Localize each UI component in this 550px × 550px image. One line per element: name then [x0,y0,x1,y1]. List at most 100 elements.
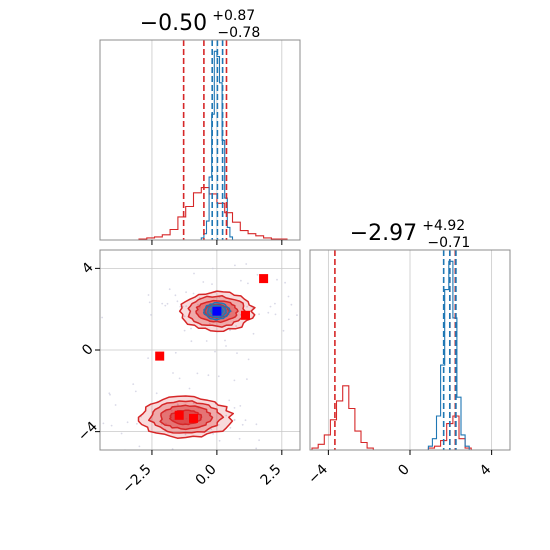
sample-point [214,350,216,353]
plot-area [78,263,298,462]
sample-point [196,372,199,375]
sample-point [218,439,221,442]
sample-point [247,358,250,361]
sample-point [236,352,238,354]
sample-point [78,415,80,417]
x-tick-label: −2.5 [119,462,154,497]
sample-point [212,432,215,435]
sample-point [147,357,150,359]
sample-point [274,313,277,316]
sample-point [174,351,177,354]
sample-point [240,279,242,282]
grid [100,250,300,450]
marker-square [155,351,165,361]
sample-point [255,423,258,426]
sample-point [229,329,231,332]
sample-point [148,301,151,304]
sample-point [134,390,137,393]
x-ticks [151,240,283,245]
sample-point [183,315,186,318]
sample-point [161,302,164,305]
y-tick-label: −4 [75,419,101,445]
sample-point [255,447,258,450]
sample-point [267,311,270,314]
sample-point [287,295,290,298]
sample-point [287,318,290,321]
sample-point [198,306,201,309]
sample-point [126,421,129,424]
sample-point [202,281,205,283]
sample-point [120,432,123,435]
sample-point [256,273,259,276]
sample-point [252,332,255,335]
sample-point [174,294,177,297]
sample-point [217,424,220,426]
sample-point [138,445,141,448]
histogram-step-line [311,385,472,450]
marker-square [212,306,222,316]
sample-point [248,460,250,462]
sample-point [224,339,226,342]
sample-point [183,329,186,332]
sample-point [110,424,113,427]
sample-point [197,303,199,306]
sample-point [89,382,91,384]
sample-point [211,267,214,270]
sample-point [276,278,278,281]
axes-frame [99,39,301,241]
title-upper-error: +4.92 [422,218,465,234]
histogram-step-line [100,187,295,240]
sample-point [164,304,167,307]
sample-point [245,263,248,265]
joint-panel-param-1-2: −2.5 0.0 2.5 −4 0 4 [75,249,301,497]
sample-point [178,377,181,380]
sample-point [165,422,167,425]
sample-point [184,433,187,436]
marker-square [174,410,184,420]
sample-point [282,329,285,332]
sample-point [185,291,188,294]
sample-point [234,264,236,267]
plot-area [311,250,472,450]
marker-square [259,274,269,284]
sample-point [274,302,276,305]
marker-square [189,413,198,423]
sample-point [258,313,260,316]
sample-point [296,314,298,316]
sample-point [192,292,195,295]
sample-point [225,414,228,417]
sample-point [247,282,249,285]
panel-title-param-1: −0.50 +0.87 −0.78 [140,5,261,41]
sample-point [233,407,236,409]
sample-point [185,305,188,307]
title-upper-error: +0.87 [212,8,255,24]
sample-point [244,419,247,422]
title-value: −2.97 [350,221,417,246]
x-tick-label: 4 [477,461,495,479]
y-tick-label: 0 [79,341,97,359]
panel-title-param-2: −2.97 +4.92 −0.71 [350,215,471,251]
sample-point [229,426,232,429]
sample-point [172,372,174,374]
marginal-panel-param-2: −4 0 4 −2.97 +4.92 −0.71 [305,215,511,487]
sample-point [190,327,192,330]
histogram-step-line [427,260,470,450]
sample-point [109,393,111,396]
sample-point [132,383,135,385]
sample-point [246,305,249,308]
title-lower-error: −0.71 [427,235,470,251]
sample-point [190,340,193,343]
marker-square [241,310,250,320]
plot-area [100,40,295,240]
sample-point [210,428,213,430]
sample-point [102,422,105,425]
title-value: −0.50 [140,11,207,36]
title-lower-error: −0.78 [217,25,260,41]
sample-point [239,405,242,407]
sample-point [209,322,211,325]
sample-point [101,316,103,319]
sample-point [166,302,169,305]
sample-point [176,300,179,303]
sample-point [207,374,210,377]
sample-point [246,378,248,380]
